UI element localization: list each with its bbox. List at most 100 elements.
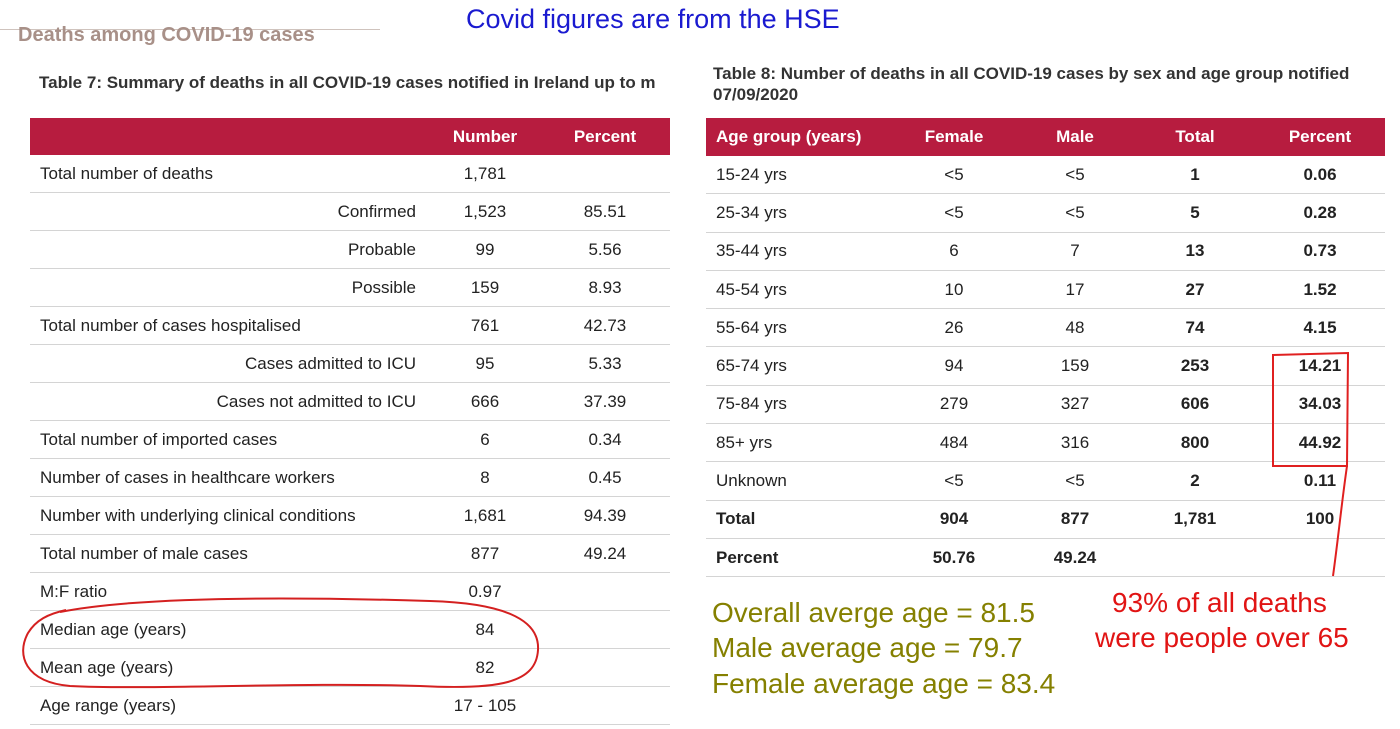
table8-cell-female: 484	[893, 423, 1015, 463]
table8-row: 75-84 yrs 279 327 606 34.03	[706, 385, 1385, 425]
table7-cell-label: Total number of deaths	[30, 155, 430, 193]
table7-row: Median age (years) 84	[30, 610, 670, 649]
table8-cell-male: 48	[1015, 308, 1135, 348]
table7-header-number: Number	[430, 118, 540, 155]
table8-cell-total: 2	[1135, 461, 1255, 501]
table8-cell-percent: 1.52	[1255, 270, 1385, 310]
table8-caption-line1: Table 8: Number of deaths in all COVID-1…	[713, 64, 1350, 83]
table8-cell-female: <5	[893, 193, 1015, 233]
table7-row: Number with underlying clinical conditio…	[30, 496, 670, 535]
over65-pointer-line	[1332, 465, 1348, 577]
table8-cell-male: 159	[1015, 346, 1135, 386]
table8-row: 65-74 yrs 94 159 253 14.21	[706, 346, 1385, 386]
table8-cell-female: <5	[893, 156, 1015, 195]
section-divider	[0, 29, 380, 30]
table7-cell-number: 95	[430, 344, 540, 383]
table7-cell-label: Cases admitted to ICU	[30, 344, 430, 383]
table7-cell-percent	[540, 155, 670, 193]
table7-cell-label: Cases not admitted to ICU	[30, 382, 430, 421]
table8-row: 15-24 yrs <5 <5 1 0.06	[706, 156, 1385, 195]
table8-row: 45-54 yrs 10 17 27 1.52	[706, 270, 1385, 310]
table7-cell-label: Mean age (years)	[30, 648, 430, 687]
table8-cell-male: <5	[1015, 156, 1135, 195]
table8-row: Percent 50.76 49.24	[706, 538, 1385, 578]
table8-cell-percent: 4.15	[1255, 308, 1385, 348]
table8-cell-percent: 0.06	[1255, 156, 1385, 195]
table7-row: Cases not admitted to ICU 666 37.39	[30, 382, 670, 421]
table8-cell-percent: 0.28	[1255, 193, 1385, 233]
table8-cell-female: 6	[893, 232, 1015, 271]
table8-cell-total: 1,781	[1135, 500, 1255, 539]
table7-cell-label: Probable	[30, 230, 430, 269]
table7-cell-percent: 42.73	[540, 306, 670, 345]
table8-cell-total	[1135, 538, 1255, 578]
table8-cell-female: 50.76	[893, 538, 1015, 578]
table8-cell-age-group: 65-74 yrs	[706, 346, 893, 386]
table8-cell-male: 7	[1015, 232, 1135, 271]
table7-cell-percent: 5.33	[540, 344, 670, 383]
table7-cell-label: Median age (years)	[30, 610, 430, 649]
table8-header-age-group: Age group (years)	[706, 118, 893, 156]
table8-cell-percent: 0.73	[1255, 232, 1385, 271]
note-female-average-age: Female average age = 83.4	[712, 668, 1056, 699]
table8-cell-male: 49.24	[1015, 538, 1135, 578]
table8-cell-total: 253	[1135, 346, 1255, 386]
table7-row: Probable 99 5.56	[30, 230, 670, 269]
table8-cell-female: 26	[893, 308, 1015, 348]
over65-box-annotation	[1272, 351, 1350, 467]
table8-cell-male: 316	[1015, 423, 1135, 463]
table7-cell-label: Total number of imported cases	[30, 420, 430, 459]
note-male-average-age: Male average age = 79.7	[712, 632, 1023, 663]
table8-cell-age-group: Percent	[706, 538, 893, 578]
table8-cell-total: 13	[1135, 232, 1255, 271]
table8-cell-male: <5	[1015, 461, 1135, 501]
table7-cell-label: M:F ratio	[30, 572, 430, 611]
table7-cell-number: 99	[430, 230, 540, 269]
table8-cell-age-group: 35-44 yrs	[706, 232, 893, 271]
table7-cell-number: 877	[430, 534, 540, 573]
table7-cell-percent: 0.34	[540, 420, 670, 459]
table7-cell-label: Number with underlying clinical conditio…	[30, 496, 430, 535]
table8-cell-female: <5	[893, 461, 1015, 501]
table8-cell-female: 904	[893, 500, 1015, 539]
table8-cell-total: 5	[1135, 193, 1255, 233]
table8-header-percent: Percent	[1255, 118, 1385, 156]
table7-cell-percent: 37.39	[540, 382, 670, 421]
table7-header-label	[30, 118, 430, 155]
table7-cell-label: Total number of cases hospitalised	[30, 306, 430, 345]
table7-caption: Table 7: Summary of deaths in all COVID-…	[39, 73, 656, 92]
table8-header-female: Female	[893, 118, 1015, 156]
table7-cell-label: Number of cases in healthcare workers	[30, 458, 430, 497]
table8-row: Unknown <5 <5 2 0.11	[706, 461, 1385, 501]
table7-cell-label: Age range (years)	[30, 686, 430, 725]
table8-cell-male: 327	[1015, 385, 1135, 425]
table8-caption: Table 8: Number of deaths in all COVID-1…	[713, 63, 1400, 105]
table7-summary-deaths: Number Percent Total number of deaths 1,7…	[30, 118, 670, 725]
table7-row: M:F ratio 0.97	[30, 572, 670, 611]
note-over65-line1: 93% of all deaths	[1112, 587, 1327, 618]
table7-cell-number: 84	[430, 610, 540, 649]
table8-deaths-by-age-sex: Age group (years) Female Male Total Perc…	[706, 118, 1385, 578]
table8-cell-female: 94	[893, 346, 1015, 386]
headline: Covid figures are from the HSE	[466, 4, 840, 34]
table7-row: Possible 159 8.93	[30, 268, 670, 307]
table7-row: Confirmed 1,523 85.51	[30, 192, 670, 231]
table8-cell-male: <5	[1015, 193, 1135, 233]
table7-header-percent: Percent	[540, 118, 670, 155]
table8-cell-age-group: Unknown	[706, 461, 893, 501]
table8-cell-age-group: 85+ yrs	[706, 423, 893, 463]
table7-row: Cases admitted to ICU 95 5.33	[30, 344, 670, 383]
table8-row: 35-44 yrs 6 7 13 0.73	[706, 232, 1385, 271]
table8-row: 25-34 yrs <5 <5 5 0.28	[706, 193, 1385, 233]
table7-row: Total number of deaths 1,781	[30, 155, 670, 193]
table7-cell-percent	[540, 648, 670, 687]
table7-row: Total number of imported cases 6 0.34	[30, 420, 670, 459]
table7-cell-percent	[540, 686, 670, 725]
section-title: Deaths among COVID-19 cases	[18, 24, 315, 46]
table8-cell-total: 800	[1135, 423, 1255, 463]
table7-cell-percent	[540, 572, 670, 611]
table7-row: Total number of male cases 877 49.24	[30, 534, 670, 573]
table8-cell-percent: 34.03	[1255, 385, 1385, 425]
table8-cell-age-group: 55-64 yrs	[706, 308, 893, 348]
